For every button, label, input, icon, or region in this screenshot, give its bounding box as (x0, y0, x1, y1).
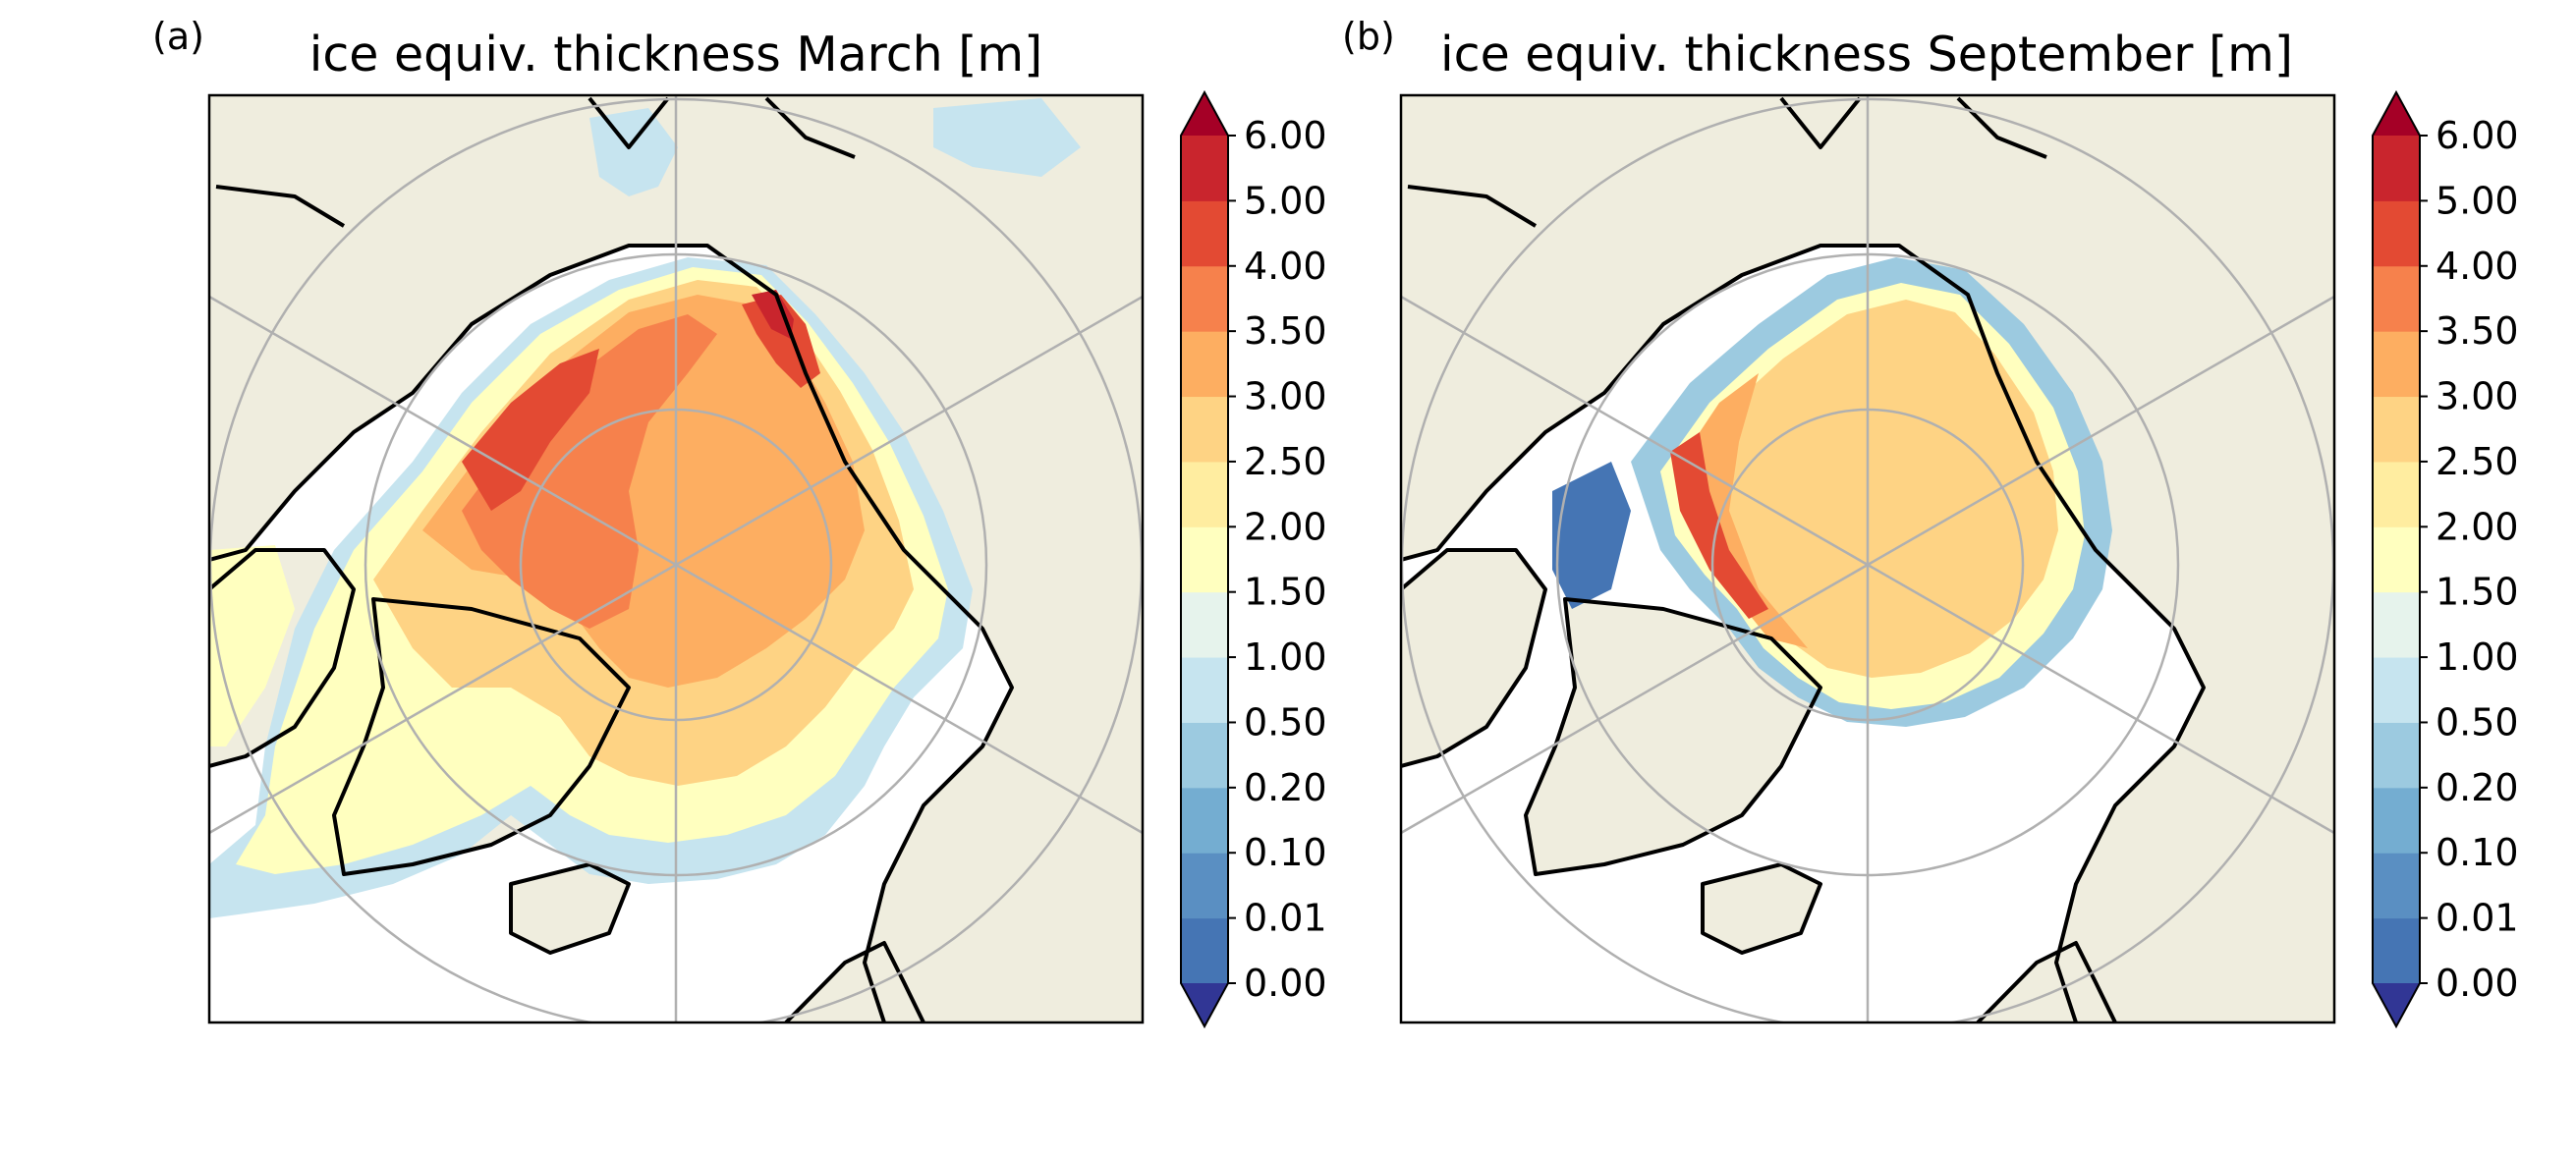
colorbar-b-bin (2373, 853, 2420, 919)
colorbar-b-tick-label: 0.01 (2436, 897, 2519, 940)
colorbar-b-bin (2373, 591, 2420, 658)
colorbar-a-bin (1181, 461, 1228, 527)
colorbar-b-bin (2373, 917, 2420, 984)
colorbar-b-tick-label: 1.00 (2436, 635, 2519, 679)
colorbar-a-tick-label: 0.10 (1244, 831, 1327, 874)
colorbar-b-tick-label: 2.50 (2436, 440, 2519, 483)
colorbar-a-bin (1181, 331, 1228, 398)
colorbar-a-tick-label: 2.50 (1244, 440, 1327, 483)
panel-b-label: (b) (1342, 15, 1395, 58)
meridian-line (209, 295, 1143, 835)
colorbar-a-bin (1181, 853, 1228, 919)
graticule (209, 95, 1143, 1022)
colorbar-a-bin (1181, 917, 1228, 984)
colorbar-b-bin (2373, 526, 2420, 593)
colorbar-a-tick-label: 6.00 (1244, 114, 1327, 157)
panel-a-frame (207, 93, 1145, 1024)
colorbar-b-bin (2373, 265, 2420, 332)
colorbar-a-tick-label: 5.00 (1244, 179, 1327, 222)
land-areas (1401, 95, 2334, 1022)
colorbar-a-bin (1181, 787, 1228, 854)
colorbar-b-tick-label: 3.00 (2436, 375, 2519, 418)
colorbar-a-bin (1181, 722, 1228, 789)
panel-b: (b) ice equiv. thickness September [m] (1342, 15, 2336, 1024)
colorbar-a-bin (1181, 526, 1228, 593)
colorbar-a-extend-max (1181, 92, 1228, 136)
panel-a-title: ice equiv. thickness March [m] (309, 27, 1042, 83)
colorbar-a-tick-label: 1.00 (1244, 635, 1327, 679)
colorbar-b-bin (2373, 787, 2420, 854)
colorbar-b-tick-label: 3.50 (2436, 309, 2519, 353)
colorbar-a-bin (1181, 396, 1228, 463)
colorbar-a-tick-label: 0.00 (1244, 962, 1327, 1005)
panel-a-map (209, 95, 1143, 1022)
colorbar-a-tick-label: 1.50 (1244, 571, 1327, 614)
colorbar-b-bin (2373, 331, 2420, 398)
colorbar-a-extend-min (1181, 983, 1228, 1026)
colorbar-a-tick-label: 2.00 (1244, 505, 1327, 548)
panel-b-map (1401, 95, 2334, 1022)
coastlines (209, 96, 1014, 1022)
colorbar-a-bin (1181, 136, 1228, 201)
colorbar-a-tick-label: 4.00 (1244, 245, 1327, 288)
colorbar-b-tick-label: 0.00 (2436, 962, 2519, 1005)
colorbar-a-tick-label: 0.01 (1244, 897, 1327, 940)
colorbar-b-tick-label: 0.20 (2436, 766, 2519, 809)
colorbar-a-bin (1181, 657, 1228, 723)
colorbar-b-bin (2373, 657, 2420, 723)
panel-b-frame (1399, 93, 2336, 1024)
colorbar-b-tick-label: 6.00 (2436, 114, 2519, 157)
colorbar-b-bin (2373, 722, 2420, 789)
coastlines (1401, 96, 2206, 1022)
colorbar-b-tick-label: 0.10 (2436, 831, 2519, 874)
colorbar-a-bin (1181, 200, 1228, 267)
meridian-line (1401, 295, 2334, 835)
colorbar-b-extend-max (2373, 92, 2420, 136)
colorbar-b: 0.00 0.01 0.10 0.20 0.50 1.00 1.50 2.00 2.50 3.00… (2372, 89, 2519, 1029)
colorbar-b-tick-label: 5.00 (2436, 179, 2519, 222)
colorbar-a: 0.00 0.01 0.10 0.20 0.50 1.00 1.50 2.00 2.50 3.00… (1180, 89, 1327, 1029)
colorbar-b-bin (2373, 136, 2420, 201)
colorbar-a-bin (1181, 591, 1228, 658)
colorbar-b-extend-min (2373, 983, 2420, 1026)
colorbar-b-bin (2373, 461, 2420, 527)
panel-a-label: (a) (152, 15, 204, 58)
colorbar-b-bin (2373, 200, 2420, 267)
colorbar-a-tick-label: 3.50 (1244, 309, 1327, 353)
colorbar-b-tick-label: 4.00 (2436, 245, 2519, 288)
sea-ice-field (209, 98, 1081, 918)
colorbar-a-tick-label: 3.00 (1244, 375, 1327, 418)
colorbar-a-tick-label: 0.50 (1244, 700, 1327, 744)
colorbar-b-tick-label: 0.50 (2436, 700, 2519, 744)
colorbar-b-bin (2373, 396, 2420, 463)
colorbar-b-tick-label: 2.00 (2436, 505, 2519, 548)
panel-a: (a) ice equiv. thickness March [m] (152, 15, 1145, 1024)
colorbar-b-tick-label: 1.50 (2436, 571, 2519, 614)
colorbar-a-bin (1181, 265, 1228, 332)
sea-ice-field (1552, 257, 2112, 727)
panel-b-title: ice equiv. thickness September [m] (1440, 27, 2293, 83)
colorbar-a-tick-label: 0.20 (1244, 766, 1327, 809)
